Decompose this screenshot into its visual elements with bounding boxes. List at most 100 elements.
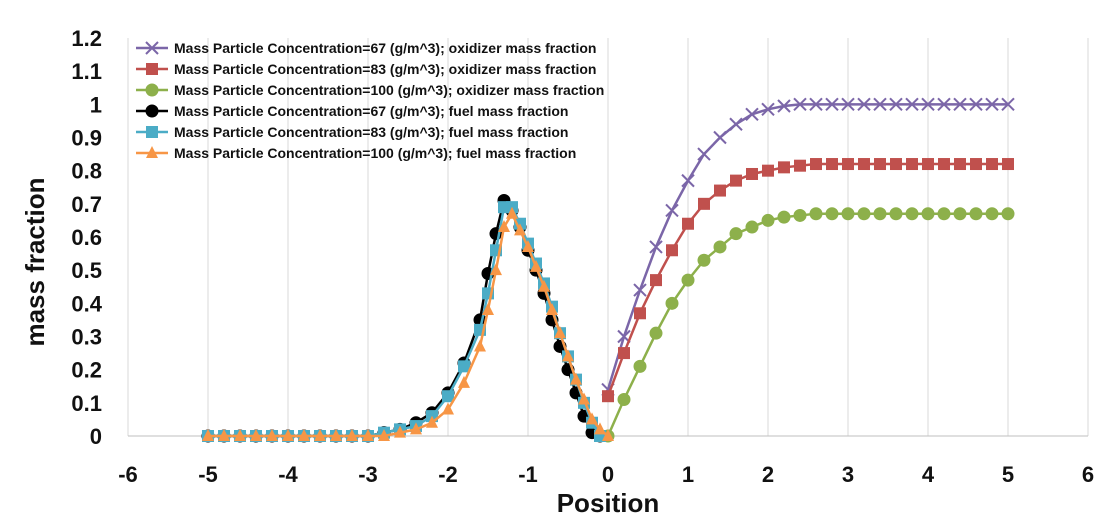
data-point	[826, 158, 838, 171]
y-tick-label: 0.4	[71, 291, 102, 316]
data-point	[570, 372, 582, 385]
data-point	[426, 415, 438, 428]
data-point	[546, 302, 558, 315]
data-point	[681, 173, 695, 188]
data-point	[746, 167, 758, 180]
data-point	[330, 429, 342, 441]
series-1	[601, 97, 1015, 397]
y-tick-label: 0.9	[71, 126, 102, 151]
data-point	[282, 429, 294, 441]
data-point	[586, 412, 598, 425]
data-point	[474, 339, 486, 352]
data-point	[314, 429, 326, 441]
y-tick-label: 0.6	[71, 225, 102, 250]
data-point	[618, 347, 630, 360]
data-point	[298, 429, 310, 441]
y-tick-label: 0	[90, 424, 102, 449]
x-tick-label: -4	[278, 462, 298, 487]
data-point	[697, 147, 711, 161]
data-point	[761, 213, 775, 227]
y-tick-label: 0.3	[71, 325, 102, 350]
legend-marker	[145, 104, 159, 118]
data-point	[745, 107, 759, 121]
data-point	[498, 220, 510, 233]
data-point	[250, 429, 262, 441]
legend-item-4: Mass Particle Concentration=67 (g/m^3); …	[136, 103, 568, 119]
data-point	[761, 102, 775, 117]
data-point	[458, 360, 470, 373]
y-tick-label: 0.1	[71, 391, 102, 416]
data-point	[985, 207, 999, 221]
data-point	[649, 326, 663, 340]
data-point	[729, 117, 743, 131]
y-tick-label: 1.1	[71, 59, 102, 84]
data-point	[969, 207, 983, 221]
data-point	[1002, 158, 1014, 171]
legend-marker	[146, 146, 158, 158]
data-point	[202, 429, 214, 441]
y-tick-label: 0.8	[71, 159, 102, 184]
data-point	[634, 307, 646, 320]
data-point	[698, 197, 710, 210]
data-point	[874, 158, 886, 171]
data-point	[650, 274, 662, 287]
data-point	[490, 263, 502, 276]
axes: -6 -5 -4 -3 -2 -1 0 1 2 3 4 5 6 0 0.1 0.2 0.3 0.4 0.5 0.6 0.…	[71, 26, 1094, 487]
legend-marker	[146, 126, 158, 138]
legend-label: Mass Particle Concentration=67 (g/m^3); …	[174, 103, 568, 119]
data-point	[602, 429, 614, 441]
data-point	[1001, 207, 1015, 221]
data-point	[649, 240, 663, 254]
data-point	[889, 207, 903, 221]
y-tick-label: 0.2	[71, 358, 102, 383]
legend-item-3: Mass Particle Concentration=100 (g/m^3);…	[136, 82, 604, 98]
data-point	[858, 158, 870, 171]
data-point	[889, 97, 903, 112]
data-point	[681, 273, 695, 287]
series-6	[202, 206, 614, 441]
legend-label: Mass Particle Concentration=83 (g/m^3); …	[174, 124, 568, 140]
data-point	[985, 97, 999, 112]
data-point	[857, 207, 871, 221]
x-tick-label: 1	[682, 462, 694, 487]
legend-item-2: Mass Particle Concentration=83 (g/m^3); …	[136, 61, 596, 77]
data-point	[921, 207, 935, 221]
series-line	[606, 103, 1008, 390]
data-point	[777, 99, 791, 113]
legend-item-6: Mass Particle Concentration=100 (g/m^3);…	[136, 145, 576, 161]
data-point	[922, 158, 934, 171]
data-point	[633, 359, 647, 373]
data-point	[266, 429, 278, 441]
data-point	[842, 158, 854, 171]
legend-marker	[145, 41, 159, 55]
x-tick-label: 0	[602, 462, 614, 487]
legend-marker	[145, 83, 159, 97]
data-point	[906, 158, 918, 171]
data-point	[938, 158, 950, 171]
data-point	[578, 392, 590, 405]
data-point	[346, 429, 358, 441]
data-point	[793, 97, 807, 112]
data-point	[682, 217, 694, 230]
legend-item-5: Mass Particle Concentration=83 (g/m^3); …	[136, 124, 568, 140]
data-point	[530, 259, 542, 272]
y-axis-title: mass fraction	[20, 177, 50, 346]
series-2	[602, 158, 1014, 403]
data-point	[778, 161, 790, 174]
data-point	[538, 279, 550, 292]
data-point	[562, 349, 574, 362]
data-point	[937, 97, 951, 112]
data-point	[810, 158, 822, 171]
x-tick-label: -6	[118, 462, 138, 487]
data-point	[594, 422, 606, 435]
data-point	[665, 203, 679, 218]
data-point	[905, 97, 919, 112]
y-tick-label: 1.2	[71, 26, 102, 51]
legend-label: Mass Particle Concentration=100 (g/m^3);…	[174, 82, 604, 98]
data-point	[841, 207, 855, 221]
data-point	[410, 422, 422, 435]
data-point	[362, 429, 374, 441]
data-point	[986, 158, 998, 171]
